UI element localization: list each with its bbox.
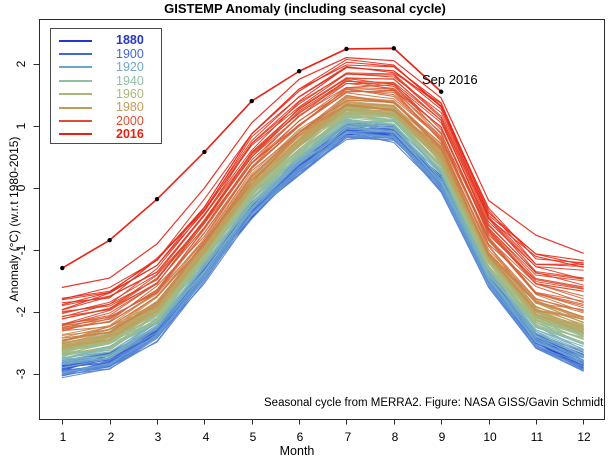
x-tick-label-1: 1 [59, 430, 67, 444]
legend-line-swatch [59, 93, 92, 96]
legend-line-swatch [59, 39, 92, 42]
legend-line-swatch [59, 120, 92, 123]
legend-item-1960: 1960 [51, 88, 161, 101]
legend-label: 2016 [116, 127, 144, 142]
x-tick-label-4: 4 [202, 430, 210, 444]
x-axis-title: Month [279, 444, 315, 458]
legend-label: 1900 [116, 46, 144, 61]
legend-item-1940: 1940 [51, 74, 161, 87]
legend-label: 1920 [116, 60, 144, 75]
legend-item-1980: 1980 [51, 101, 161, 114]
legend-line-swatch [59, 66, 92, 69]
legend-item-1880: 1880 [51, 34, 161, 47]
annotation-credit: Seasonal cycle from MERRA2. Figure: NASA… [264, 397, 604, 409]
legend-item-1920: 1920 [51, 61, 161, 74]
legend-item-2000: 2000 [51, 114, 161, 127]
legend-item-1900: 1900 [51, 47, 161, 60]
legend-label: 1940 [116, 73, 144, 88]
legend-line-swatch [59, 106, 92, 109]
y-tick-label-2: 2 [14, 60, 28, 68]
x-tick-label-12: 12 [577, 430, 591, 444]
legend-label: 1980 [116, 100, 144, 115]
y-tick-label-neg3: -3 [14, 368, 28, 380]
legend-line-swatch [59, 53, 92, 56]
x-tick-label-8: 8 [391, 430, 399, 444]
x-tick-label-7: 7 [344, 430, 352, 444]
annotation-sep-2016: Sep 2016 [422, 72, 478, 87]
chart-title: GISTEMP Anomaly (including seasonal cycl… [164, 1, 446, 16]
x-tick-label-9: 9 [438, 430, 446, 444]
x-tick-label-2: 2 [107, 430, 115, 444]
x-tick-label-6: 6 [296, 430, 304, 444]
y-tick-label-neg2: -2 [14, 306, 28, 318]
y-axis-title: Anomaly (°C) (w.r.t 1980-2015) [7, 136, 21, 302]
legend-label: 1880 [116, 33, 144, 48]
legend-item-2016: 2016 [51, 128, 161, 141]
x-tick-label-3: 3 [154, 430, 162, 444]
legend-line-swatch [59, 79, 92, 82]
y-tick-label-1: 1 [14, 122, 28, 130]
legend-box: 1880 1900 1920 1940 1960 1980 2000 2016 [50, 28, 162, 144]
x-tick-label-10: 10 [483, 430, 497, 444]
x-tick-label-11: 11 [530, 430, 544, 444]
legend-label: 2000 [116, 113, 144, 128]
x-tick-label-5: 5 [249, 430, 257, 444]
legend-label: 1960 [116, 87, 144, 101]
legend-line-swatch [59, 133, 92, 136]
